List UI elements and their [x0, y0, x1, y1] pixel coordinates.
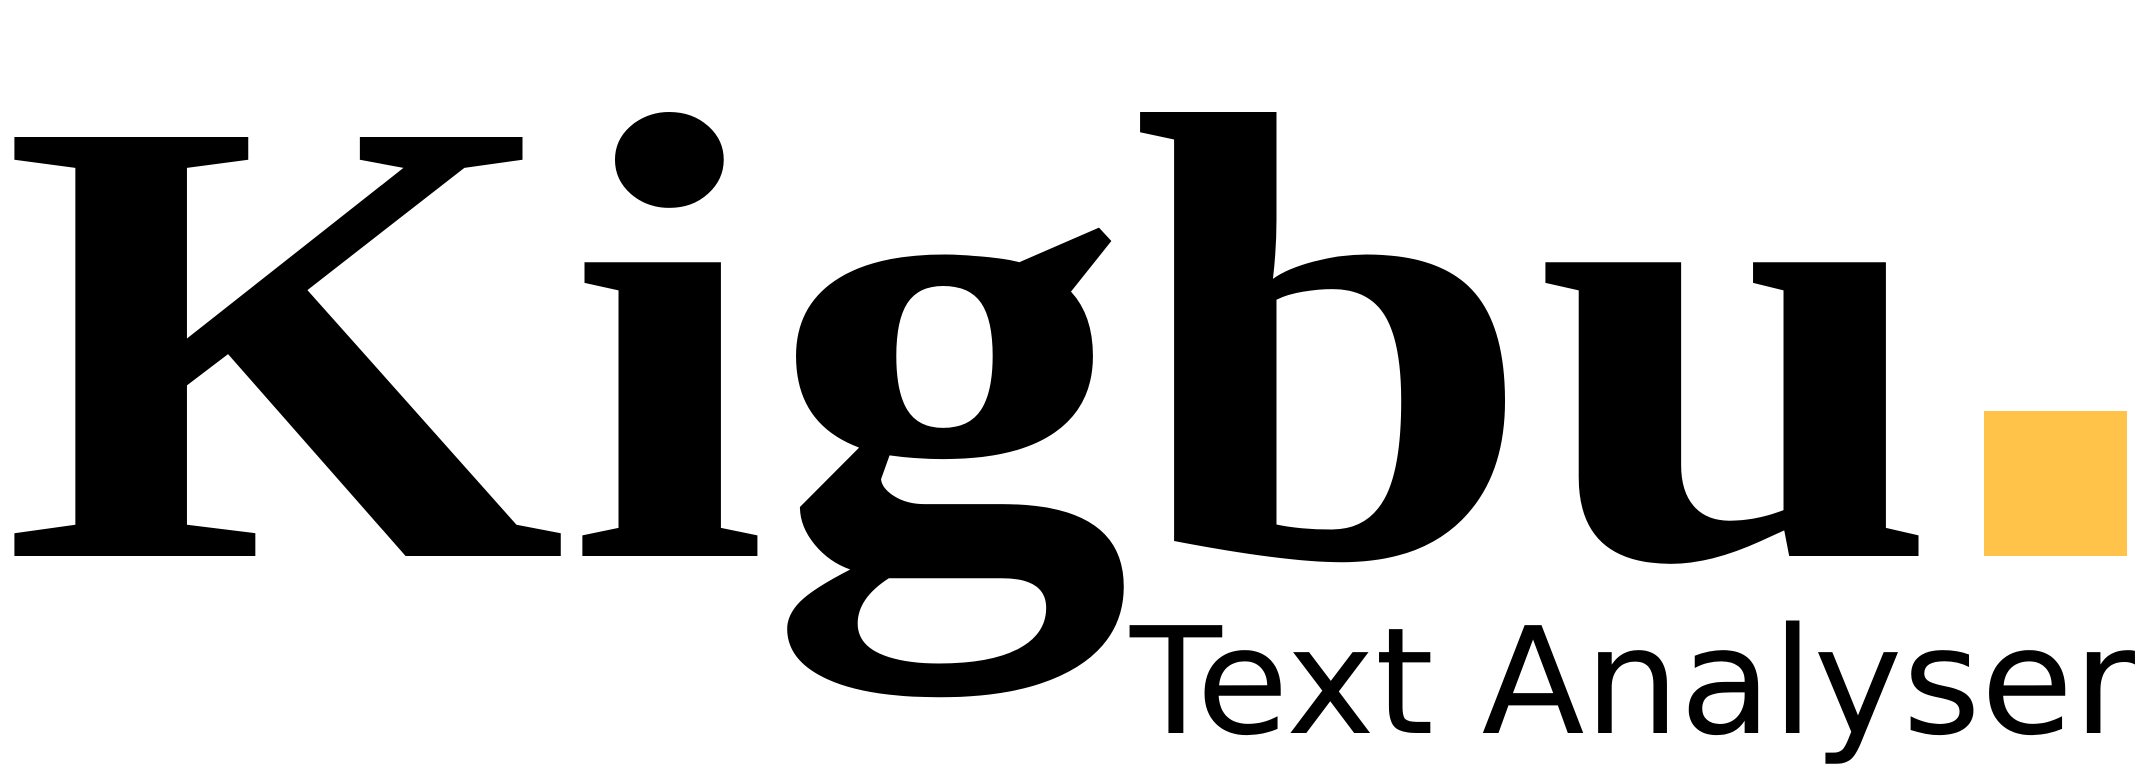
accent-square: [1984, 411, 2127, 556]
wordmark: Kigbu: [2, 0, 1938, 706]
tagline: Text Analyser: [1129, 596, 2135, 768]
